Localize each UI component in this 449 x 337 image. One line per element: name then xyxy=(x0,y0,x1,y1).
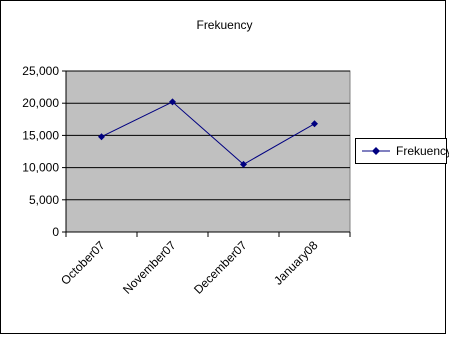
legend-label: Frekuency xyxy=(396,144,449,158)
y-axis: 0 5,000 10,000 15,000 20,000 25,000 xyxy=(22,64,67,239)
x-axis: October07 November07 December07 January08 xyxy=(58,231,351,297)
x-tick-label: November07 xyxy=(120,238,179,297)
gridlines xyxy=(66,70,350,201)
y-tick-label: 0 xyxy=(52,225,59,239)
series-line xyxy=(101,101,315,165)
y-tick-label: 20,000 xyxy=(22,96,59,110)
plot-area xyxy=(65,70,351,233)
series xyxy=(98,98,318,168)
legend: Frekuency xyxy=(355,138,449,164)
x-tick-label: December07 xyxy=(191,238,250,297)
chart-title: Frekuency xyxy=(196,18,253,32)
data-point xyxy=(240,160,247,168)
x-tick-label: January08 xyxy=(271,238,321,288)
x-tick-label: October07 xyxy=(58,238,108,288)
data-point xyxy=(311,120,318,128)
y-tick-label: 10,000 xyxy=(22,161,59,175)
legend-marker xyxy=(362,147,390,155)
y-tick-label: 5,000 xyxy=(29,193,59,207)
y-tick-label: 25,000 xyxy=(22,64,59,78)
data-point xyxy=(98,133,105,141)
y-tick-label: 15,000 xyxy=(22,128,59,142)
data-point xyxy=(169,98,176,106)
